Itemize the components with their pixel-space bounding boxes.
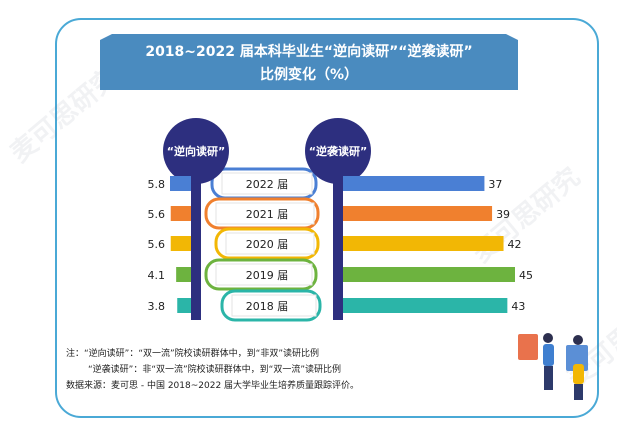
left-bar (177, 298, 191, 313)
title-banner: 2018~2022 届本科毕业生“逆向读研”“逆袭读研” 比例变化（%） (100, 34, 518, 90)
category-label: 2021 届 (246, 208, 289, 221)
left-value-label: 5.8 (148, 178, 166, 191)
left-value-label: 5.6 (148, 238, 166, 251)
right-bar (343, 236, 504, 251)
left-value-label: 5.6 (148, 208, 166, 221)
person-illustration (543, 344, 554, 366)
chart-title: 2018~2022 届本科毕业生“逆向读研”“逆袭读研” (145, 44, 473, 60)
right-value-label: 43 (511, 300, 525, 313)
right-bar (343, 206, 493, 221)
category-label: 2020 届 (246, 238, 289, 251)
book-page (225, 232, 315, 255)
book-page (221, 172, 313, 195)
right-header-badge (305, 118, 371, 184)
right-value-label: 42 (508, 238, 522, 251)
book-page (231, 294, 317, 317)
left-bar (170, 206, 191, 221)
person-illustration (574, 384, 583, 400)
left-bar (176, 267, 191, 282)
note-line-2: “逆袭读研”：非“双一流”院校读研群体中，到“双一流”读研比例 (88, 365, 341, 375)
left-value-label: 4.1 (148, 269, 166, 282)
left-series-header: “逆向读研” (167, 144, 225, 158)
chart-subtitle: 比例变化（%） (259, 67, 359, 83)
person-illustration (543, 333, 553, 343)
left-value-label: 3.8 (148, 300, 166, 313)
right-value-label: 45 (519, 269, 533, 282)
right-pillar (333, 150, 343, 320)
source-note: 数据来源：麦可思 - 中国 2018~2022 届大学毕业生培养质量跟踪评价。 (66, 381, 360, 391)
left-bar (170, 176, 191, 191)
right-value-label: 37 (488, 178, 502, 191)
left-pillar (191, 150, 201, 320)
person-illustration (573, 364, 584, 384)
right-bar (343, 176, 485, 191)
right-value-label: 39 (496, 208, 510, 221)
right-series-header: “逆袭读研” (309, 144, 367, 158)
category-label: 2022 届 (246, 178, 289, 191)
book-page (215, 263, 313, 286)
category-label: 2019 届 (246, 269, 289, 282)
note-line-1: 注：“逆向读研”：“双一流”院校读研群体中，到“非双”读研比例 (66, 349, 319, 359)
book-illustration (518, 334, 538, 360)
person-illustration (544, 366, 553, 390)
left-header-badge (163, 118, 229, 184)
category-label: 2018 届 (246, 300, 289, 313)
left-bar (170, 236, 191, 251)
book-page (215, 202, 315, 225)
person-illustration (573, 335, 583, 345)
right-bar (343, 267, 515, 282)
right-bar (343, 298, 508, 313)
